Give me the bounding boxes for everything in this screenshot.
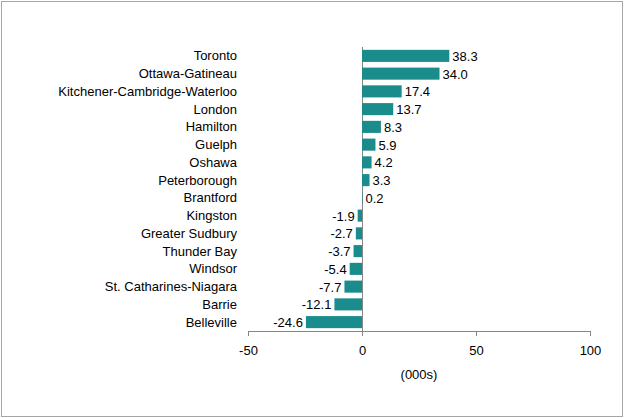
category-label: Kingston bbox=[186, 208, 237, 223]
bar bbox=[362, 139, 375, 151]
data-label: 4.2 bbox=[375, 155, 393, 170]
category-label: Oshawa bbox=[189, 155, 237, 170]
bars bbox=[306, 50, 449, 328]
category-label: Hamilton bbox=[186, 119, 237, 134]
category-label: Belleville bbox=[186, 315, 237, 330]
category-label: Greater Sudbury bbox=[141, 226, 238, 241]
chart-svg: -50 0 50 100 (000s) Toronto 38.3 Ottawa-Gatinea… bbox=[0, 0, 624, 418]
data-label: -24.6 bbox=[273, 315, 303, 330]
category-label: Kitchener-Cambridge-Waterloo bbox=[58, 84, 237, 99]
bar bbox=[362, 68, 440, 80]
bar bbox=[362, 121, 381, 133]
data-label: 5.9 bbox=[378, 138, 396, 153]
chart-frame bbox=[2, 2, 623, 417]
category-label: St. Catharines-Niagara bbox=[105, 279, 238, 294]
data-label: 38.3 bbox=[452, 49, 477, 64]
category-label: Toronto bbox=[194, 48, 237, 63]
category-label: London bbox=[194, 102, 237, 117]
bar bbox=[362, 174, 370, 186]
category-label: Ottawa-Gatineau bbox=[139, 66, 237, 81]
x-tick bbox=[248, 331, 249, 336]
bar bbox=[356, 227, 362, 239]
bar bbox=[358, 210, 362, 222]
data-label: 0.2 bbox=[365, 191, 383, 206]
x-tick-label: 100 bbox=[580, 343, 602, 358]
x-tick bbox=[362, 331, 363, 336]
x-tick-label: 50 bbox=[469, 343, 483, 358]
data-label: -7.7 bbox=[319, 280, 341, 295]
data-label: 3.3 bbox=[373, 173, 391, 188]
category-label: Peterborough bbox=[158, 173, 237, 188]
category-label: Brantford bbox=[184, 190, 237, 205]
x-axis-line bbox=[248, 331, 590, 332]
data-label: -2.7 bbox=[330, 226, 352, 241]
bar bbox=[344, 281, 362, 293]
x-tick bbox=[476, 331, 477, 336]
bar bbox=[362, 192, 363, 204]
x-tick bbox=[590, 331, 591, 336]
category-label: Windsor bbox=[189, 261, 237, 276]
data-label: 17.4 bbox=[405, 84, 430, 99]
bar bbox=[362, 156, 372, 168]
bar bbox=[306, 316, 362, 328]
bar bbox=[350, 263, 362, 275]
labels: Toronto 38.3 Ottawa-Gatineau 34.0 Kitchener-… bbox=[58, 48, 477, 330]
bar bbox=[354, 245, 362, 257]
x-tick-label: 0 bbox=[359, 343, 366, 358]
x-tick-label: -50 bbox=[239, 343, 258, 358]
data-label: -12.1 bbox=[302, 297, 332, 312]
data-label: -3.7 bbox=[328, 244, 350, 259]
data-label: 8.3 bbox=[384, 120, 402, 135]
bar bbox=[362, 50, 449, 62]
category-label: Barrie bbox=[202, 297, 237, 312]
bar bbox=[362, 103, 393, 115]
data-label: -1.9 bbox=[332, 209, 354, 224]
bar bbox=[362, 85, 402, 97]
data-label: 13.7 bbox=[396, 102, 421, 117]
chart-container: -50 0 50 100 (000s) Toronto 38.3 Ottawa-Gatinea… bbox=[0, 0, 624, 418]
x-axis-title: (000s) bbox=[401, 367, 438, 382]
data-label: -5.4 bbox=[324, 262, 346, 277]
data-label: 34.0 bbox=[443, 67, 468, 82]
bar bbox=[334, 298, 362, 310]
category-label: Guelph bbox=[195, 137, 237, 152]
category-label: Thunder Bay bbox=[163, 244, 238, 259]
